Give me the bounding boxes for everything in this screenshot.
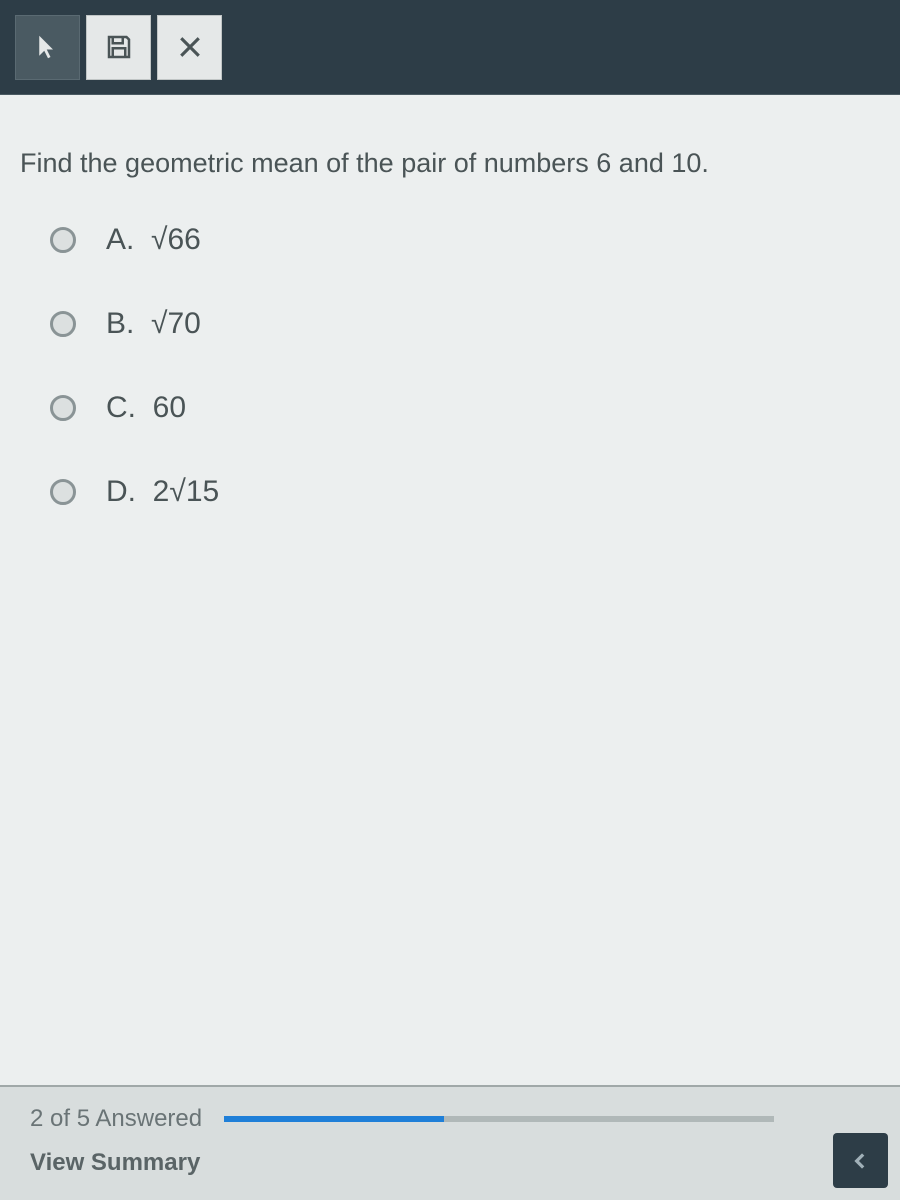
toolbar [0, 0, 900, 95]
option-label: B. √70 [106, 307, 201, 341]
close-tool-button[interactable] [157, 15, 222, 80]
option-label: D. 2√15 [106, 475, 219, 509]
save-icon [104, 32, 134, 62]
radio-d[interactable] [50, 479, 76, 505]
corner-nav-button[interactable] [833, 1133, 888, 1188]
pointer-tool-button[interactable] [15, 15, 80, 80]
question-content: Find the geometric mean of the pair of n… [0, 95, 900, 1085]
progress-text: 2 of 5 Answered [30, 1105, 202, 1133]
chevron-icon [848, 1148, 874, 1174]
option-c[interactable]: C. 60 [50, 391, 880, 425]
option-label: A. √66 [106, 223, 201, 257]
option-label: C. 60 [106, 391, 186, 425]
option-a[interactable]: A. √66 [50, 223, 880, 257]
radio-c[interactable] [50, 395, 76, 421]
progress-row: 2 of 5 Answered [30, 1105, 870, 1133]
radio-b[interactable] [50, 311, 76, 337]
option-d[interactable]: D. 2√15 [50, 475, 880, 509]
footer: 2 of 5 Answered View Summary [0, 1085, 900, 1200]
view-summary-link[interactable]: View Summary [30, 1149, 870, 1177]
progress-fill [224, 1116, 444, 1122]
question-text: Find the geometric mean of the pair of n… [20, 145, 880, 183]
close-icon [175, 32, 205, 62]
pointer-icon [33, 32, 63, 62]
option-b[interactable]: B. √70 [50, 307, 880, 341]
quiz-window: Find the geometric mean of the pair of n… [0, 0, 900, 1200]
radio-a[interactable] [50, 227, 76, 253]
progress-bar [224, 1116, 774, 1122]
save-tool-button[interactable] [86, 15, 151, 80]
options-list: A. √66 B. √70 C. 60 D. 2√15 [20, 223, 880, 509]
